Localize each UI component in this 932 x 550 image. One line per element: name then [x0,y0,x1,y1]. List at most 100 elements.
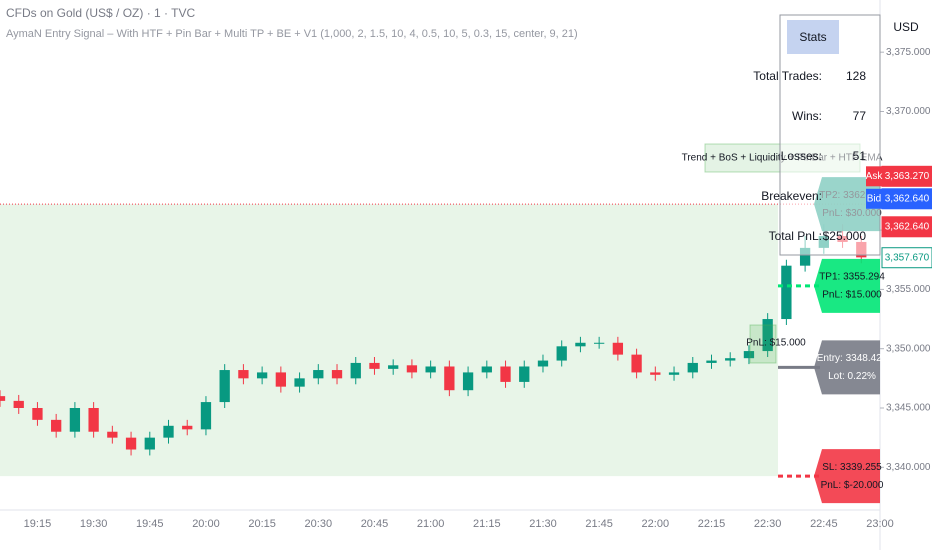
y-tick-label: 3,375.000 [886,47,931,58]
badge-tag-label: Bid [867,193,881,204]
candle-body [369,362,380,369]
level-label-text: TP1: 3355.294 [819,272,885,283]
level-label-text: Lot: 0.22% [828,371,876,382]
candle-body [725,358,736,361]
candle-body [144,437,155,450]
pnl-note-box [749,324,777,364]
x-tick-label: 22:45 [810,518,838,530]
level-label: Entry: 3348.420 Lot: 0.22% [814,340,888,395]
price-badge-label: 3,362.640 [885,193,930,204]
x-tick-label: 20:15 [248,518,276,530]
y-tick-label: 3,350.000 [886,343,931,354]
candle-body [0,396,6,401]
candle-body [163,425,174,438]
level-label-text: SL: 3339.255 [822,462,882,473]
stats-title: Stats [799,30,826,44]
price-badge [881,247,932,269]
candle-body [781,265,792,320]
candle-body [32,408,43,420]
level-label-box [814,340,880,395]
x-tick-label: 22:15 [698,518,726,530]
candle-body [107,431,118,438]
candle-body [706,360,717,363]
stats-value: $25.000 [823,229,867,243]
candle-body [13,400,24,408]
stats-value: 128 [846,69,866,83]
level-label-text: PnL: $-20.000 [821,480,884,491]
candle-body [743,351,755,359]
indicator-title: AymaN Entry Signal – With HTF + Pin Bar … [6,28,578,40]
candle-body [631,354,642,373]
y-tick-label: 3,355.000 [886,284,931,295]
candle-body [182,425,193,430]
candle-body [69,408,81,432]
x-tick-label: 19:45 [136,518,164,530]
candle-body [425,366,436,373]
candle-body [219,370,230,403]
candle-body [594,342,605,344]
badge-tag [866,166,882,187]
candle-body [556,346,567,361]
candle-body [275,372,286,387]
badge-tag-label: Ask [866,171,884,182]
level-label-box [814,449,880,504]
x-tick-label: 21:30 [529,518,557,530]
candle-body [350,362,361,379]
candle-body [799,247,811,266]
stats-label: Wins: [792,109,822,123]
level-label: TP1: 3355.294 PnL: $15.000 [814,258,885,313]
x-tick-label: 21:00 [417,518,445,530]
pnl-note: PnL: $15.000 [746,338,806,349]
x-tick-label: 19:30 [80,518,108,530]
x-tick-label: 20:45 [361,518,389,530]
x-tick-label: 22:30 [754,518,782,530]
candle-body [612,342,624,355]
candle-body [200,402,212,430]
candle-body [519,366,530,382]
price-badge-label: 3,357.670 [885,252,930,263]
price-badge [881,216,932,238]
y-tick-label: 3,345.000 [886,403,931,414]
trade-zone [0,204,778,477]
candle-body [406,365,418,373]
symbol-title: CFDs on Gold (US$ / OZ) · 1 · TVC [6,6,195,20]
candle-body [88,408,99,432]
x-tick-label: 19:15 [24,518,52,530]
candle-body [444,366,455,391]
candle-body [575,342,586,347]
level-label: SL: 3339.255 PnL: $-20.000 [814,449,884,504]
y-tick-label: 3,370.000 [886,106,931,117]
candle-body [462,372,474,391]
candle-body [500,366,511,382]
candle-body [313,370,324,379]
stats-value: 51 [853,149,867,163]
stats-label: Breakeven: [761,189,822,203]
level-label-text: Entry: 3348.420 [817,353,888,364]
x-tick-label: 21:45 [585,518,613,530]
candle-body [650,372,661,375]
candle-body [668,372,680,375]
candle-body [256,372,268,379]
candle-body [481,366,492,373]
stats-header [787,20,839,54]
stats-label: Total Trades: [753,69,822,83]
stats-label: Total PnL: [769,229,822,243]
stats-box [779,14,881,256]
badge-tag [866,188,882,209]
price-badge-label: 3,363.270 [885,171,930,182]
x-tick-label: 21:15 [473,518,501,530]
candle-body [331,370,343,379]
candle-body [537,360,549,367]
stats-label: Losses: [781,149,822,163]
candle-body [238,370,249,379]
x-tick-label: 20:30 [305,518,333,530]
price-badge-label: 3,362.640 [885,221,930,232]
x-tick-label: 20:00 [192,518,220,530]
stats-value: 77 [853,109,867,123]
candle-body [687,362,698,373]
level-label-box [814,258,880,313]
y-tick-label: 3,340.000 [886,462,931,473]
candle-body [125,437,137,450]
